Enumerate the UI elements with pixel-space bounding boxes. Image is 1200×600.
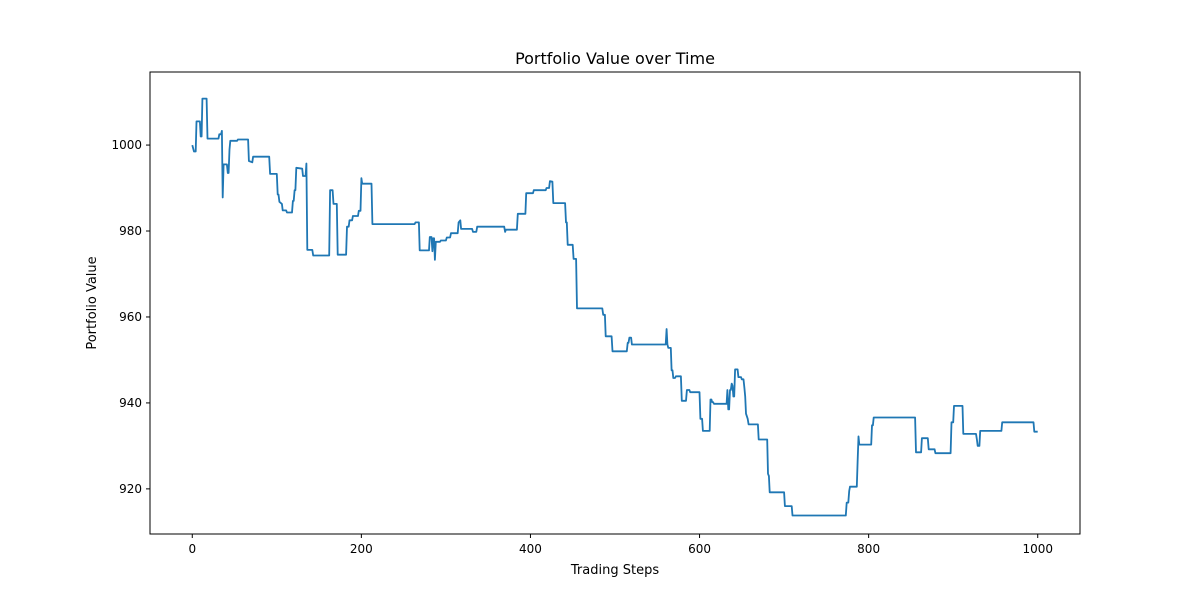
plot-area	[149, 71, 1081, 535]
portfolio-value-line	[191, 97, 1038, 517]
y-axis-ticks: 920 940 960 980 1000	[111, 138, 150, 496]
x-tick-label: 1000	[1022, 542, 1053, 556]
x-tick-label: 400	[519, 542, 542, 556]
y-tick-label: 920	[119, 482, 142, 496]
chart-title: Portfolio Value over Time	[515, 49, 715, 68]
x-tick-label: 800	[857, 542, 880, 556]
x-axis-label: Trading Steps	[570, 563, 659, 578]
y-tick-label: 1000	[111, 138, 142, 152]
x-tick-label: 600	[688, 542, 711, 556]
x-tick-label: 0	[188, 542, 196, 556]
x-axis-ticks: 0 200 400 600 800 1000	[188, 534, 1053, 556]
x-tick-label: 200	[350, 542, 373, 556]
plot-frame	[149, 71, 1081, 535]
y-axis-label: Portfolio Value	[85, 256, 100, 349]
y-tick-label: 960	[119, 310, 142, 324]
y-tick-label: 940	[119, 396, 142, 410]
y-tick-label: 980	[119, 224, 142, 238]
